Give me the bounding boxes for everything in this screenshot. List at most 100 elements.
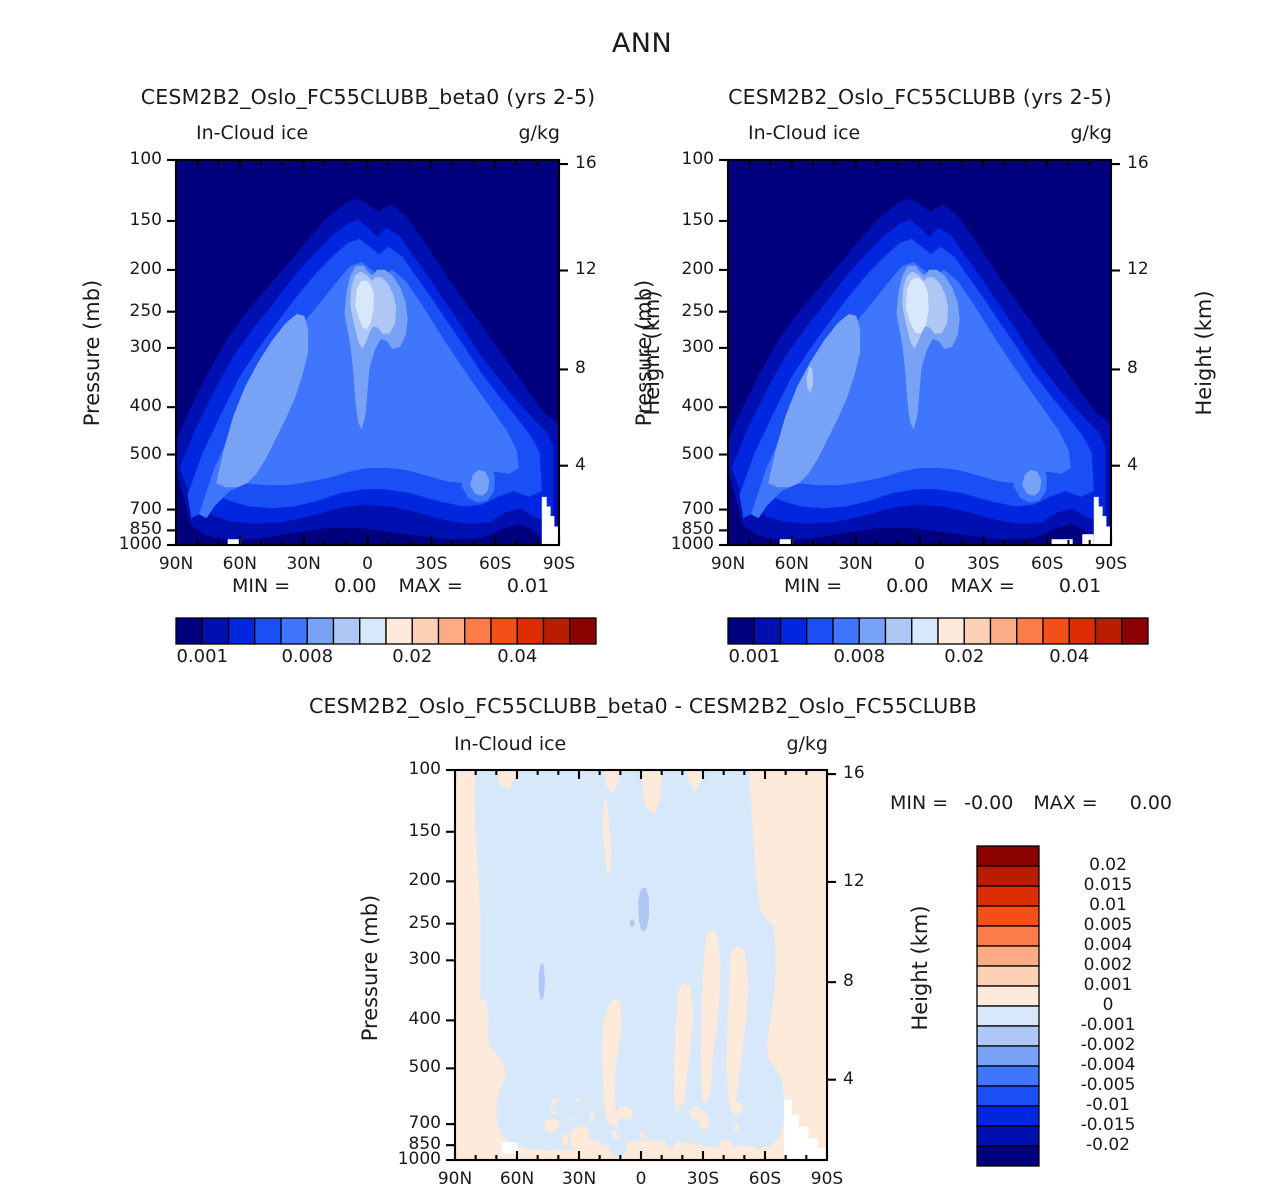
height-tick-16: 16: [575, 153, 597, 174]
colorbar-cell-8[interactable]: [385, 617, 413, 645]
lat-tick-60S: 60S: [748, 1169, 782, 1189]
colorbar-cell-13[interactable]: [516, 617, 545, 645]
colorbar-cell-10[interactable]: [989, 617, 1018, 645]
pressure-tick-200: 200: [408, 870, 441, 891]
pressure-tick-100: 100: [129, 149, 162, 169]
colorbar-cell-6[interactable]: [884, 617, 913, 645]
height-tick-16: 16: [1127, 153, 1149, 174]
minmax-top-left: MIN = 0.00 MAX = 0.01: [232, 575, 549, 597]
colorbar-cell-8[interactable]: [937, 617, 965, 645]
y2-axis-title-top-right: Height (km): [1192, 290, 1216, 416]
diff-legend-cell-12[interactable]: [976, 1085, 1040, 1107]
diff-legend-cell-10[interactable]: [976, 1045, 1040, 1067]
pressure-tick-300: 300: [408, 949, 441, 970]
colorbar-cell-1[interactable]: [753, 617, 782, 645]
colorbar-top-left[interactable]: [175, 616, 597, 646]
colorbar-cell-3[interactable]: [254, 617, 282, 645]
colorbar-cell-9[interactable]: [963, 617, 992, 645]
colorbar-cell-14[interactable]: [542, 617, 571, 645]
diff-legend-label-4: 0.004: [1083, 935, 1133, 955]
lat-tick-90N: 90N: [158, 554, 194, 574]
pressure-tick-1000: 1000: [670, 534, 714, 554]
pressure-tick-850: 850: [408, 1134, 441, 1155]
units-label-bottom: g/kg: [786, 733, 828, 755]
colorbar-cell-1[interactable]: [201, 617, 230, 645]
colorbar-cell-10[interactable]: [437, 617, 466, 645]
diff-legend-label-6: 0.001: [1083, 975, 1133, 995]
colorbar-cell-3[interactable]: [806, 617, 834, 645]
colorbar-cell-0[interactable]: [175, 617, 203, 645]
colorbar-cell-4[interactable]: [832, 617, 860, 645]
height-tick-12: 12: [843, 870, 865, 891]
lat-tick-90S: 90S: [1094, 554, 1128, 574]
height-tick-8: 8: [575, 358, 586, 379]
colorbar-cell-7[interactable]: [911, 617, 939, 645]
colorbar-cell-5[interactable]: [306, 617, 335, 645]
colorbar-cell-2[interactable]: [227, 617, 256, 645]
main-title: ANN: [611, 28, 673, 59]
colorbar-cell-2[interactable]: [779, 617, 808, 645]
pressure-tick-500: 500: [129, 443, 162, 464]
diff-legend-label-5: 0.002: [1083, 955, 1133, 975]
pressure-tick-250: 250: [129, 300, 162, 321]
diff-legend-cell-13[interactable]: [976, 1105, 1040, 1127]
pressure-tick-250: 250: [408, 912, 441, 933]
pressure-tick-700: 700: [681, 498, 714, 519]
variable-label-bottom: In-Cloud ice: [454, 733, 567, 755]
colorbar-cell-14[interactable]: [1094, 617, 1123, 645]
colorbar-cell-5[interactable]: [858, 617, 887, 645]
diff-legend-label-10: -0.004: [1080, 1055, 1136, 1075]
pressure-tick-1000: 1000: [118, 534, 162, 554]
diff-legend-cell-4[interactable]: [976, 925, 1040, 947]
diff-legend-cell-3[interactable]: [976, 905, 1040, 927]
diff-legend-cell-15[interactable]: [976, 1145, 1040, 1167]
lat-tick-30S: 30S: [415, 554, 448, 574]
colorbar-cell-6[interactable]: [332, 617, 361, 645]
lat-tick-30S: 30S: [686, 1169, 720, 1189]
diff-legend-cell-5[interactable]: [976, 945, 1040, 967]
pressure-tick-400: 400: [408, 1009, 441, 1030]
colorbar-label-0.008: 0.008: [281, 646, 334, 667]
height-tick-8: 8: [1127, 358, 1138, 379]
lat-tick-90S: 90S: [810, 1169, 844, 1189]
min-value-tl: 0.00: [334, 575, 377, 597]
colorbar-cell-4[interactable]: [280, 617, 308, 645]
colorbar-label-0.04: 0.04: [1049, 646, 1090, 667]
colorbar-top-right[interactable]: [727, 616, 1149, 646]
colorbar-cell-15[interactable]: [1121, 617, 1149, 645]
diff-legend-cell-0[interactable]: [976, 845, 1040, 867]
min-label-tl: MIN =: [232, 575, 291, 597]
colorbar-cell-11[interactable]: [1016, 617, 1044, 645]
diff-legend-cell-8[interactable]: [976, 1005, 1040, 1027]
colorbar-cell-15[interactable]: [569, 617, 597, 645]
height-tick-12: 12: [1127, 259, 1149, 280]
min-value-tr: 0.00: [886, 575, 929, 597]
colorbar-cell-11[interactable]: [464, 617, 492, 645]
diff-legend-swatches[interactable]: [976, 845, 1057, 1167]
lat-tick-60N: 60N: [774, 554, 810, 574]
diff-legend-cell-9[interactable]: [976, 1025, 1040, 1047]
height-tick-4: 4: [1127, 454, 1138, 475]
colorbar-cell-0[interactable]: [727, 617, 755, 645]
colorbar-cell-12[interactable]: [1042, 617, 1070, 645]
plot-top-right: [719, 158, 1120, 547]
lat-tick-0: 0: [362, 554, 373, 574]
colorbar-cell-9[interactable]: [411, 617, 440, 645]
colorbar-cell-13[interactable]: [1068, 617, 1097, 645]
colorbar-label-0.008: 0.008: [833, 646, 886, 667]
diff-legend-cell-7[interactable]: [976, 985, 1040, 1007]
diff-legend-cell-6[interactable]: [976, 965, 1040, 987]
diff-legend-label-3: 0.005: [1083, 915, 1133, 935]
lat-tick-60S: 60S: [478, 554, 512, 574]
diff-legend-label-2: 0.01: [1089, 895, 1127, 915]
lat-tick-60N: 60N: [222, 554, 258, 574]
diff-legend-cell-2[interactable]: [976, 885, 1040, 907]
lat-tick-0: 0: [635, 1169, 647, 1189]
colorbar-cell-12[interactable]: [490, 617, 518, 645]
diff-legend-cell-11[interactable]: [976, 1065, 1040, 1087]
diff-legend-cell-14[interactable]: [976, 1125, 1040, 1147]
colorbar-cell-7[interactable]: [359, 617, 387, 645]
pressure-tick-1000: 1000: [397, 1149, 441, 1169]
diff-legend-cell-1[interactable]: [976, 865, 1040, 887]
pressure-tick-300: 300: [681, 336, 714, 357]
